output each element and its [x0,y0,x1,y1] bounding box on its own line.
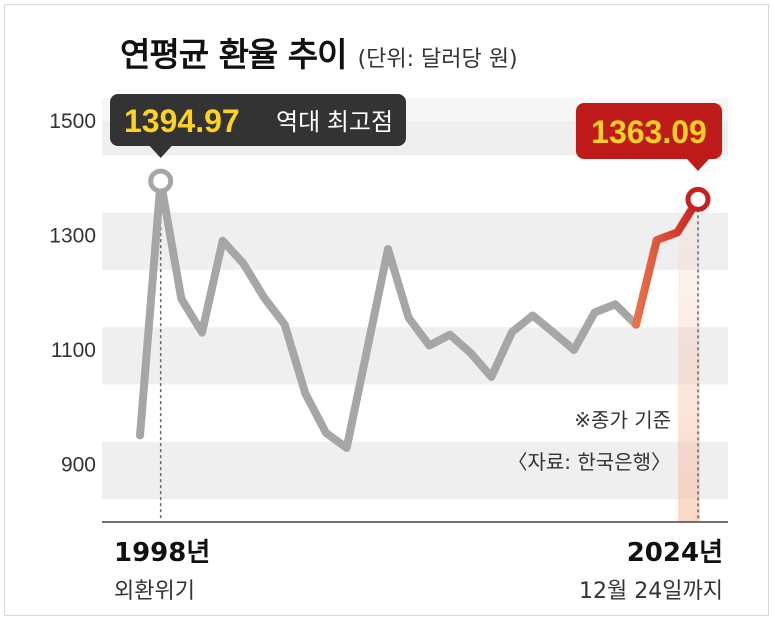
y-tick-label: 1100 [51,339,96,362]
chart-frame [4,4,769,616]
chart-title: 연평균 환율 추이 [120,35,347,74]
y-tick-label: 1500 [49,110,96,133]
callouts: 1394.97 역대 최고점 1363.09 [110,94,722,171]
guide-lines [159,191,699,522]
latest-callout-pointer [687,159,709,171]
peak-callout-box [110,94,406,146]
latest-marker [685,186,711,212]
x-label-start-sub: 외환위기 [114,579,195,604]
peak-callout-pointer [149,146,172,158]
y-axis: 900 1100 1300 1500 [49,110,96,477]
series-line-highlight [632,195,702,329]
x-label-end-sub: 12월 24일까지 [579,579,723,604]
x-label-end: 2024년 12월 24일까지 [579,532,723,605]
grid-band [102,327,728,385]
source-note: 〈자료: 한국은행〉 [507,450,672,474]
y-tick-label: 900 [61,454,96,477]
title-area: 연평균 환율 추이 (단위: 달러당 원) [120,28,518,76]
x-label-start: 1998년 외환위기 [114,532,210,605]
note-close-basis: ※종가 기준 [574,408,671,432]
chart-subtitle: (단위: 달러당 원) [357,47,518,72]
latest-value-label: 1363.09 [591,114,707,150]
peak-marker [148,168,174,194]
grid-band [102,441,728,500]
x-label-end-year: 2024년 [626,538,723,568]
peak-value-label: 1394.97 [124,103,240,139]
series-line-grey [136,177,640,452]
grid-band [102,212,728,270]
series-line [136,168,711,452]
peak-text-label: 역대 최고점 [276,109,393,136]
y-tick-label: 1300 [49,225,96,248]
latest-year-column [678,218,700,522]
x-label-start-year: 1998년 [114,538,211,568]
latest-callout-box [576,103,722,159]
